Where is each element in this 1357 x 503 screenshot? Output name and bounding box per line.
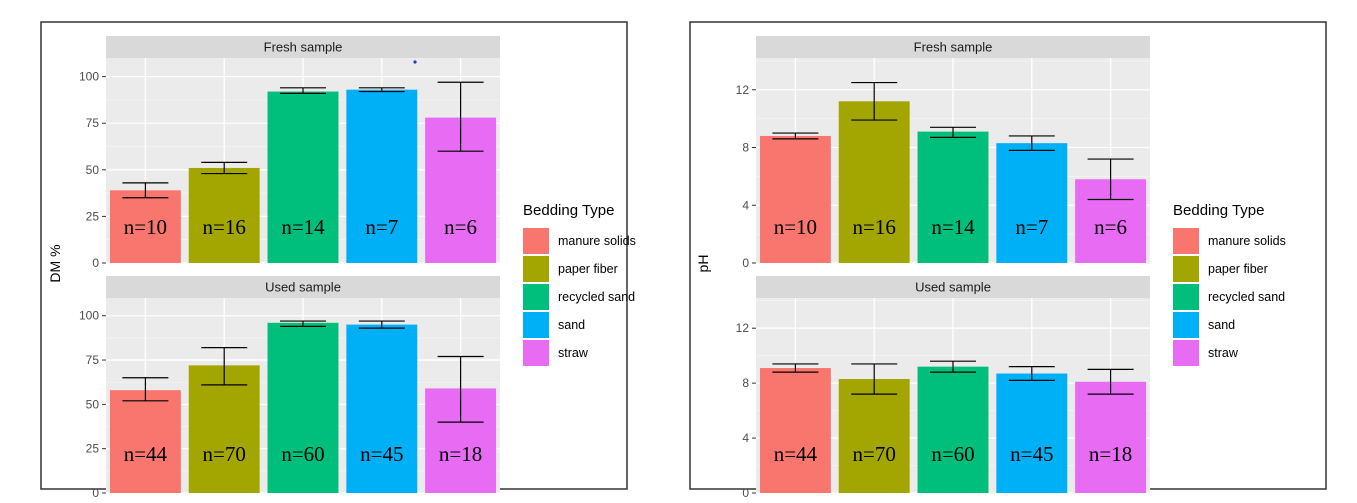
legend-swatch — [523, 256, 549, 282]
n-label: n=70 — [853, 442, 896, 466]
n-label: n=60 — [281, 442, 324, 466]
y-tick-label: 100 — [79, 309, 99, 323]
legend-item-label: straw — [558, 346, 589, 360]
bar-sand — [346, 324, 418, 493]
y-tick-label: 50 — [86, 163, 100, 177]
bar-straw — [1075, 381, 1147, 493]
y-axis-label: pH — [695, 255, 711, 273]
n-label: n=16 — [853, 215, 896, 239]
legend: Bedding Type manure solids paper fiber recy… — [1173, 202, 1286, 366]
legend-swatch — [1173, 284, 1199, 310]
panel-fresh: Fresh sample 0 25 50 75 100 n=10 n=16 n=14 n=7 n=6 — [79, 36, 500, 270]
bar-recycled-sand — [917, 366, 989, 493]
panel-used: Used sample 0 25 50 75 100 n=44 n=70 n=60 n=45 n=1… — [79, 276, 500, 500]
y-tick-label: 4 — [742, 431, 749, 445]
facet-strip — [756, 276, 1150, 298]
n-label: n=6 — [1094, 215, 1127, 239]
n-label: n=7 — [365, 215, 398, 239]
y-tick-label: 75 — [86, 353, 100, 367]
y-tick-label: 100 — [79, 70, 99, 84]
legend-swatch — [1173, 256, 1199, 282]
n-label: n=70 — [203, 442, 246, 466]
y-tick-label: 0 — [92, 256, 99, 270]
n-label: n=16 — [203, 215, 246, 239]
legend-title: Bedding Type — [1173, 202, 1264, 219]
y-tick-label: 0 — [92, 486, 99, 500]
panel-used: Used sample 0 4 8 12 n=44 n=70 n=60 n=45 n=18 — [736, 276, 1150, 500]
n-label: n=7 — [1015, 215, 1048, 239]
facet-strip-label: Fresh sample — [914, 40, 993, 55]
bar-paper-fiber — [838, 101, 910, 263]
y-tick-label: 12 — [736, 321, 750, 335]
y-tick-label: 8 — [742, 376, 749, 390]
chart-ph: Fresh sample 0 4 8 12 n=10 n=16 n=14 n=7 n=6 Used … — [689, 21, 1327, 500]
bar-recycled-sand — [917, 131, 989, 263]
legend-item-label: recycled sand — [1208, 290, 1285, 304]
bar-sand — [996, 373, 1068, 493]
y-tick-label: 50 — [86, 397, 100, 411]
bar-paper-fiber — [188, 365, 260, 493]
bar-paper-fiber — [188, 167, 260, 263]
y-tick-label: 0 — [742, 256, 749, 270]
n-label: n=14 — [281, 215, 325, 239]
bar-manure-solids — [109, 190, 181, 263]
legend-swatch — [1173, 228, 1199, 254]
legend-swatch — [523, 312, 549, 338]
legend-item-label: sand — [558, 318, 585, 332]
bar-recycled-sand — [267, 322, 339, 493]
y-tick-label: 25 — [86, 442, 100, 456]
legend-item-label: manure solids — [1208, 234, 1286, 248]
bar-manure-solids — [109, 390, 181, 493]
bar-paper-fiber — [838, 379, 910, 493]
legend-item-label: sand — [1208, 318, 1235, 332]
legend-title: Bedding Type — [523, 202, 614, 219]
legend-swatch — [1173, 340, 1199, 366]
n-label: n=10 — [124, 215, 167, 239]
n-label: n=60 — [931, 442, 974, 466]
n-label: n=14 — [931, 215, 975, 239]
n-label: n=45 — [360, 442, 403, 466]
artifact-dot — [413, 60, 417, 64]
chart-dm: Fresh sample 0 25 50 75 100 n=10 n=16 n=14 n=7 n=6… — [40, 21, 636, 500]
facet-strip — [106, 36, 500, 58]
facet-strip-label: Used sample — [915, 280, 991, 295]
facet-strip — [756, 36, 1150, 58]
n-label: n=18 — [439, 442, 482, 466]
n-label: n=44 — [124, 442, 168, 466]
bar-manure-solids — [759, 135, 831, 263]
legend-swatch — [1173, 312, 1199, 338]
legend-item-label: straw — [1208, 346, 1239, 360]
y-tick-label: 0 — [742, 486, 749, 500]
n-label: n=44 — [774, 442, 818, 466]
bar-sand — [996, 143, 1068, 263]
panel-fresh: Fresh sample 0 4 8 12 n=10 n=16 n=14 n=7 n=6 — [736, 36, 1150, 270]
legend-item-label: paper fiber — [1208, 262, 1268, 276]
bar-recycled-sand — [267, 91, 339, 263]
n-label: n=6 — [444, 215, 477, 239]
y-tick-label: 8 — [742, 141, 749, 155]
facet-strip-label: Used sample — [265, 280, 341, 295]
facet-strip — [106, 276, 500, 298]
y-tick-label: 25 — [86, 209, 100, 223]
n-label: n=10 — [774, 215, 817, 239]
y-tick-label: 12 — [736, 83, 750, 97]
legend-item-label: manure solids — [558, 234, 636, 248]
n-label: n=45 — [1010, 442, 1053, 466]
facet-strip-label: Fresh sample — [264, 40, 343, 55]
bar-manure-solids — [759, 368, 831, 493]
legend-swatch — [523, 228, 549, 254]
n-label: n=18 — [1089, 442, 1132, 466]
bar-sand — [346, 89, 418, 263]
legend: Bedding Type manure solids paper fiber recy… — [523, 202, 636, 366]
y-tick-label: 4 — [742, 198, 749, 212]
legend-item-label: paper fiber — [558, 262, 618, 276]
legend-swatch — [523, 284, 549, 310]
legend-swatch — [523, 340, 549, 366]
y-tick-label: 75 — [86, 116, 100, 130]
legend-item-label: recycled sand — [558, 290, 635, 304]
y-axis-label: DM % — [47, 244, 63, 282]
